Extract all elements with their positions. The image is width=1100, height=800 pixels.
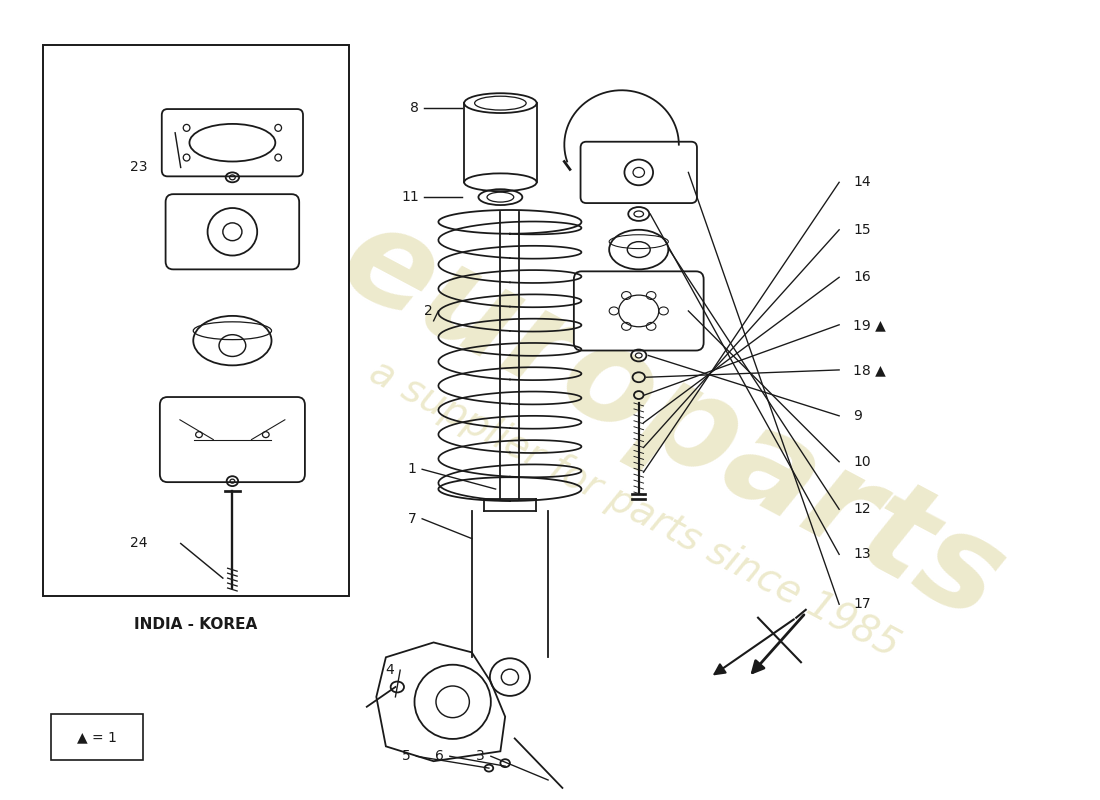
Text: 11: 11 bbox=[402, 190, 419, 204]
Text: 19 ▲: 19 ▲ bbox=[854, 318, 887, 332]
Text: 15: 15 bbox=[854, 222, 871, 237]
Text: 10: 10 bbox=[854, 454, 871, 469]
Text: 6: 6 bbox=[436, 750, 444, 763]
Text: 9: 9 bbox=[854, 409, 862, 423]
Text: a supplier for parts since 1985: a supplier for parts since 1985 bbox=[363, 353, 905, 665]
Text: 5: 5 bbox=[402, 750, 410, 763]
FancyBboxPatch shape bbox=[162, 109, 302, 176]
Text: 2: 2 bbox=[424, 304, 432, 318]
FancyBboxPatch shape bbox=[160, 397, 305, 482]
Text: 14: 14 bbox=[854, 175, 871, 190]
FancyBboxPatch shape bbox=[581, 142, 697, 203]
Text: 17: 17 bbox=[854, 598, 871, 611]
Text: 7: 7 bbox=[408, 512, 417, 526]
FancyBboxPatch shape bbox=[574, 271, 704, 350]
Text: 1: 1 bbox=[407, 462, 417, 476]
Text: 18 ▲: 18 ▲ bbox=[854, 363, 887, 377]
Text: 16: 16 bbox=[854, 270, 871, 284]
Text: ▲ = 1: ▲ = 1 bbox=[77, 730, 117, 745]
Text: 13: 13 bbox=[854, 547, 871, 562]
FancyBboxPatch shape bbox=[166, 194, 299, 270]
Text: 12: 12 bbox=[854, 502, 871, 516]
FancyBboxPatch shape bbox=[51, 714, 143, 760]
FancyBboxPatch shape bbox=[43, 45, 349, 596]
Text: 23: 23 bbox=[130, 161, 147, 174]
Text: 4: 4 bbox=[386, 663, 395, 677]
Text: 8: 8 bbox=[410, 101, 419, 115]
Text: europarts: europarts bbox=[320, 193, 1024, 647]
Text: INDIA - KOREA: INDIA - KOREA bbox=[134, 617, 257, 632]
Text: 24: 24 bbox=[130, 537, 147, 550]
Text: 3: 3 bbox=[476, 750, 485, 763]
